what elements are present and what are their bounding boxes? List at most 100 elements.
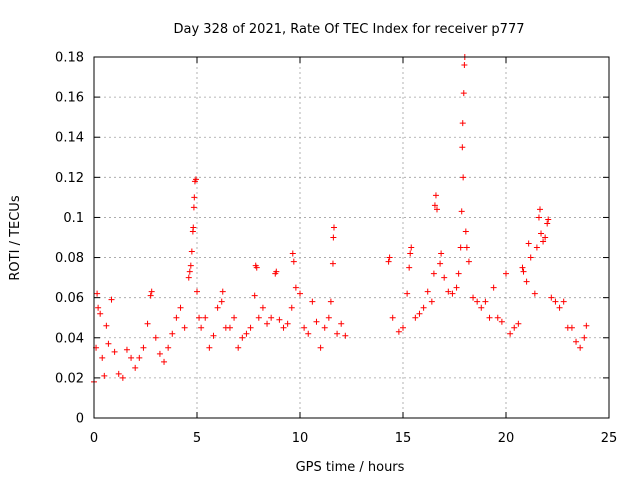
data-point — [329, 260, 336, 267]
data-point — [309, 298, 316, 305]
data-point — [115, 370, 122, 377]
data-point — [535, 214, 542, 221]
data-point — [455, 270, 462, 277]
data-point — [105, 340, 112, 347]
x-tick-label: 15 — [395, 431, 412, 446]
data-point — [531, 290, 538, 297]
data-point — [511, 324, 518, 331]
data-points — [91, 54, 590, 385]
data-point — [202, 314, 209, 321]
data-point — [190, 204, 197, 211]
data-point — [459, 120, 466, 127]
data-point — [445, 288, 452, 295]
data-point — [218, 298, 225, 305]
y-tick-label: 0.1 — [63, 211, 84, 226]
data-point — [424, 288, 431, 295]
grid-lines — [94, 57, 609, 418]
data-point — [395, 328, 402, 335]
data-point — [247, 324, 254, 331]
data-point — [478, 304, 485, 311]
data-point — [97, 310, 104, 317]
data-point — [433, 206, 440, 213]
data-point — [490, 284, 497, 291]
data-point — [515, 320, 522, 327]
data-point — [482, 298, 489, 305]
data-point — [457, 244, 464, 251]
data-point — [460, 90, 467, 97]
y-tick-label: 0.12 — [55, 171, 84, 186]
data-point — [123, 346, 130, 353]
x-tick-labels: 0 5 10 15 20 25 — [90, 431, 617, 446]
data-point — [386, 254, 393, 261]
data-point — [185, 274, 192, 281]
data-point — [544, 220, 551, 227]
x-tick-label: 0 — [90, 431, 98, 446]
data-point — [416, 310, 423, 317]
data-point — [264, 320, 271, 327]
data-point — [206, 344, 213, 351]
data-point — [400, 324, 406, 331]
data-point — [568, 324, 575, 331]
data-point — [148, 288, 155, 295]
data-point — [188, 248, 195, 255]
data-point — [147, 292, 154, 299]
data-point — [431, 202, 438, 209]
data-point — [330, 224, 337, 231]
data-point — [560, 298, 567, 305]
data-point — [432, 192, 439, 199]
data-point — [385, 258, 392, 265]
data-point — [144, 320, 151, 327]
data-point — [573, 338, 580, 345]
data-point — [288, 304, 295, 311]
data-point — [235, 344, 242, 351]
y-tick-label: 0 — [76, 412, 84, 427]
data-point — [545, 216, 552, 223]
data-point — [140, 344, 147, 351]
data-point — [313, 318, 320, 325]
data-point — [520, 268, 527, 275]
data-point — [99, 354, 106, 361]
data-point — [194, 288, 200, 295]
data-point — [334, 330, 341, 337]
data-point — [408, 244, 415, 251]
data-point — [548, 294, 555, 301]
data-point — [325, 314, 332, 321]
data-point — [259, 304, 266, 311]
data-point — [498, 318, 505, 325]
data-point — [243, 330, 250, 337]
data-point — [420, 304, 427, 311]
data-point — [556, 304, 563, 311]
data-point — [540, 238, 547, 245]
data-point — [317, 344, 324, 351]
data-point — [119, 374, 126, 381]
data-point — [486, 314, 493, 321]
data-point — [191, 194, 198, 201]
data-point — [503, 270, 509, 277]
data-point — [231, 314, 238, 321]
data-point — [538, 230, 545, 237]
data-point — [132, 364, 139, 371]
data-point — [441, 274, 448, 281]
data-point — [186, 268, 193, 275]
data-point — [177, 304, 184, 311]
y-tick-label: 0.18 — [55, 51, 84, 66]
data-point — [253, 264, 260, 271]
data-point — [297, 290, 303, 297]
data-point — [196, 314, 203, 321]
y-tick-label: 0.02 — [55, 371, 84, 386]
data-point — [94, 290, 101, 297]
data-point — [542, 234, 549, 241]
data-point — [533, 244, 540, 251]
y-axis-label: ROTI / TECUs — [8, 195, 23, 280]
data-point — [462, 228, 469, 235]
data-point — [128, 354, 135, 361]
data-point — [458, 208, 465, 215]
data-point — [406, 264, 413, 271]
data-point — [470, 294, 477, 301]
data-point — [101, 372, 108, 379]
x-tick-label: 20 — [498, 431, 515, 446]
data-point — [581, 334, 588, 341]
data-point — [210, 332, 217, 339]
plot-frame — [93, 56, 610, 419]
y-tick-label: 0.16 — [55, 91, 84, 106]
